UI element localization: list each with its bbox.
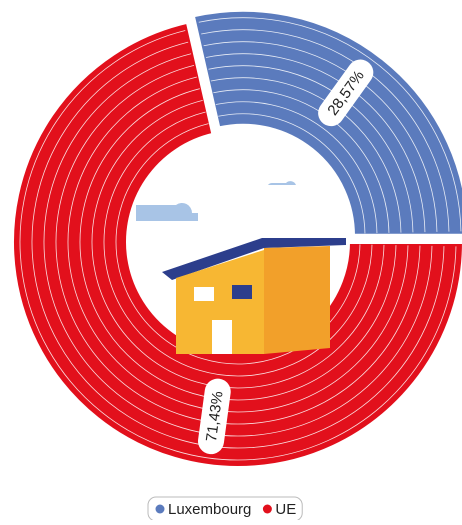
- value-label: 71,43%: [203, 390, 227, 443]
- ring: [67, 76, 409, 413]
- ring: [198, 17, 462, 232]
- label-pill: [318, 59, 374, 127]
- ring: [103, 111, 373, 377]
- ring: [215, 101, 378, 234]
- ring: [218, 113, 366, 234]
- donut: [10, 7, 462, 470]
- legend-swatch: [262, 504, 272, 514]
- legend-label: UE: [275, 501, 296, 518]
- ring: [79, 88, 397, 401]
- ring: [43, 53, 433, 437]
- ring: [31, 41, 445, 449]
- legend: Luxembourg UE: [147, 496, 303, 522]
- label-pill: [198, 378, 231, 455]
- legend-swatch: [155, 504, 165, 514]
- house-illustration: [136, 181, 346, 354]
- ring: [91, 99, 385, 389]
- ring: [19, 30, 457, 461]
- value-label-group: 71,43%: [198, 378, 231, 455]
- legend-label: Luxembourg: [168, 501, 251, 518]
- ring: [55, 65, 421, 425]
- ring: [115, 123, 361, 365]
